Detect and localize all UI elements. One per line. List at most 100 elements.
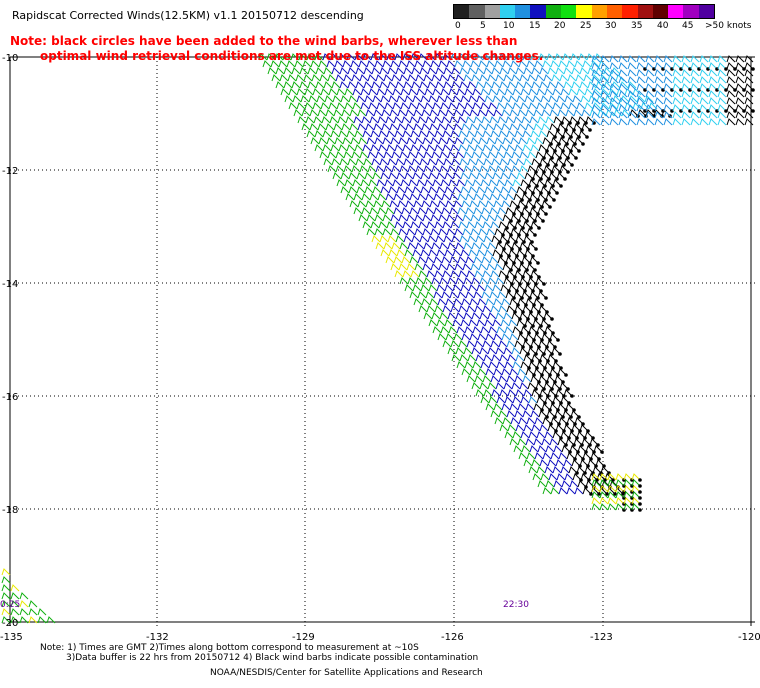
wind-barb <box>354 144 364 152</box>
wind-barb <box>415 74 425 82</box>
wind-barb <box>323 67 333 75</box>
wind-barb <box>542 452 552 460</box>
wind-barb <box>326 60 336 68</box>
wind-barb <box>450 221 460 229</box>
wind-barb <box>368 102 378 110</box>
wind-barb <box>407 242 417 250</box>
wind-barb <box>528 179 538 187</box>
wind-barb <box>385 193 395 201</box>
wind-barb <box>480 102 490 110</box>
legend-swatch <box>530 5 546 18</box>
wind-barb <box>337 116 347 124</box>
wind-barb <box>599 479 609 487</box>
wind-barb <box>636 104 646 112</box>
wind-barb <box>361 116 371 124</box>
contamination-circle <box>566 387 570 391</box>
wind-barb <box>538 305 548 313</box>
wind-barb <box>568 88 578 96</box>
wind-barb <box>397 109 407 117</box>
wind-barb <box>456 88 466 96</box>
wind-barb <box>413 200 423 208</box>
wind-barb <box>336 179 346 187</box>
wind-barb <box>454 137 464 145</box>
wind-barb <box>455 74 465 82</box>
wind-barb <box>744 69 754 77</box>
wind-barb <box>517 333 527 341</box>
wind-barb <box>458 270 468 278</box>
wind-barb <box>726 97 736 105</box>
wind-barb <box>446 214 456 222</box>
wind-barb <box>585 116 595 124</box>
wind-barb <box>451 354 461 362</box>
wind-barb <box>744 104 754 112</box>
wind-barb <box>393 256 403 264</box>
wind-barb <box>480 361 490 369</box>
wind-barb <box>267 67 277 75</box>
wind-barb <box>539 354 549 362</box>
wind-barb <box>475 235 485 243</box>
wind-barb <box>434 53 444 61</box>
wind-barb <box>452 172 462 180</box>
wind-barb <box>532 319 542 327</box>
wind-barb <box>566 137 576 145</box>
legend-swatch <box>668 5 684 18</box>
wind-barb <box>424 179 434 187</box>
wind-barb <box>560 431 570 439</box>
wind-barb <box>451 81 461 89</box>
wind-barb <box>514 53 524 61</box>
wind-barb <box>627 62 637 70</box>
wind-barb <box>445 200 455 208</box>
wind-barb <box>322 144 332 152</box>
wind-barb <box>415 277 425 285</box>
wind-barb <box>320 102 330 110</box>
wind-barb <box>472 179 482 187</box>
wind-barb <box>493 298 503 306</box>
wind-barb <box>624 102 634 110</box>
wind-barb <box>332 172 342 180</box>
wind-barb <box>298 53 308 61</box>
wind-barb <box>393 193 403 201</box>
wind-barb <box>396 95 406 103</box>
lat-label-20: -20 <box>2 618 18 629</box>
wind-barb <box>464 361 474 369</box>
wind-barb <box>357 200 367 208</box>
wind-barb <box>344 179 354 187</box>
wind-barb <box>529 207 539 215</box>
wind-barb <box>582 60 592 68</box>
wind-barb <box>346 130 356 138</box>
wind-barb <box>394 270 404 278</box>
wind-barb <box>383 151 393 159</box>
wind-barb <box>507 354 517 362</box>
wind-barb <box>523 354 533 362</box>
wind-barb <box>432 102 442 110</box>
wind-barb <box>574 60 584 68</box>
wind-barb <box>474 270 484 278</box>
wind-barb <box>423 165 433 173</box>
wind-barb <box>654 55 664 63</box>
wind-barb <box>434 305 444 313</box>
wind-barb <box>663 62 673 70</box>
wind-barb <box>537 116 547 124</box>
wind-barb <box>304 102 314 110</box>
wind-barb <box>566 60 576 68</box>
contamination-circle <box>574 156 578 160</box>
wind-barb <box>574 487 584 495</box>
wind-barb <box>537 480 547 488</box>
wind-barb <box>439 151 449 159</box>
wind-barb <box>631 485 641 493</box>
wind-barb <box>454 60 464 68</box>
wind-barb <box>476 95 486 103</box>
wind-barb <box>512 396 522 404</box>
wind-speed-legend: 0 5 10 15 20 25 30 35 40 45 >50 knots <box>453 4 752 33</box>
wind-barb <box>389 109 399 117</box>
wind-barb <box>471 151 481 159</box>
wind-barb <box>681 118 691 126</box>
wind-barb <box>520 88 530 96</box>
wind-barb <box>672 97 682 105</box>
legend-swatch <box>637 5 653 18</box>
wind-barb <box>654 62 664 70</box>
wind-barb <box>313 116 323 124</box>
time-label-left: 0:25 <box>0 600 21 610</box>
wind-barb <box>507 158 517 166</box>
wind-barb <box>530 305 540 313</box>
